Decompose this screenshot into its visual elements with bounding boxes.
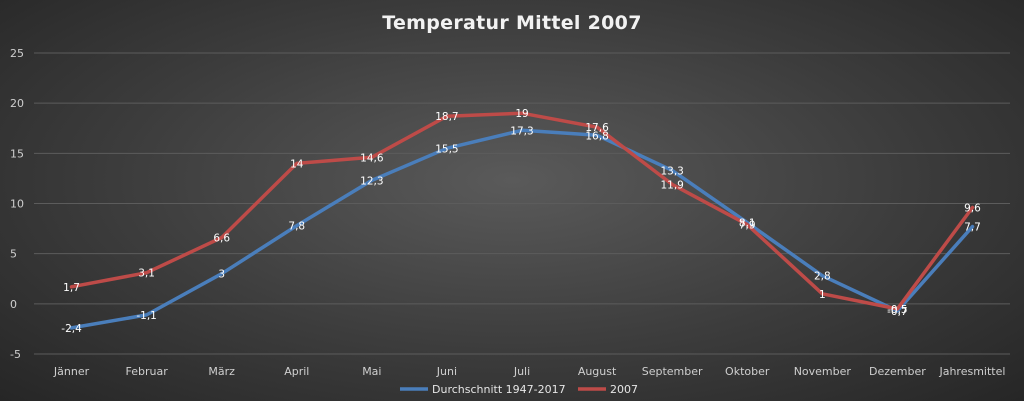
data-label: 18,7 xyxy=(435,111,458,123)
data-label: 3 xyxy=(218,269,225,281)
x-tick-label: Februar xyxy=(125,365,168,378)
data-label: 2,8 xyxy=(814,271,831,283)
y-tick-label: 20 xyxy=(10,97,24,110)
data-label: -0,5 xyxy=(887,304,908,316)
data-label: -2,4 xyxy=(61,323,82,335)
x-tick-label: Juni xyxy=(436,365,457,378)
x-tick-label: August xyxy=(578,365,617,378)
x-tick-label: Juli xyxy=(513,365,530,378)
x-tick-label: Dezember xyxy=(869,365,926,378)
data-label: 1,7 xyxy=(63,282,80,294)
x-tick-label: Jahresmittel xyxy=(938,365,1005,378)
data-label: 17,3 xyxy=(510,125,533,137)
y-tick-label: -5 xyxy=(10,348,21,361)
series-line-durchschnitt xyxy=(69,128,975,330)
y-tick-label: 10 xyxy=(10,198,24,211)
data-label: 6,6 xyxy=(213,233,230,245)
data-label: 16,8 xyxy=(585,130,608,142)
legend-label: Durchschnitt 1947-2017 xyxy=(432,383,566,396)
x-tick-label: November xyxy=(794,365,852,378)
y-tick-label: 15 xyxy=(10,147,24,160)
x-tick-label: Oktober xyxy=(725,365,770,378)
data-label: 3,1 xyxy=(138,268,155,280)
y-tick-label: 5 xyxy=(10,248,17,261)
data-label: 14,6 xyxy=(360,152,384,164)
data-label: -1,1 xyxy=(136,310,157,322)
data-label: 12,3 xyxy=(360,175,383,187)
data-label: 7,8 xyxy=(288,221,305,233)
data-label: 1 xyxy=(819,289,826,301)
x-tick-label: Mai xyxy=(362,365,381,378)
x-tick-label: Jänner xyxy=(53,365,90,378)
x-tick-label: April xyxy=(284,365,309,378)
data-label: 9,6 xyxy=(964,203,981,215)
data-label: 11,9 xyxy=(660,179,683,191)
data-label: 19 xyxy=(515,108,528,120)
data-label: 13,3 xyxy=(660,165,683,177)
data-label: -0,7 xyxy=(887,306,908,318)
y-tick-label: 0 xyxy=(10,298,17,311)
data-label: 14 xyxy=(290,158,304,170)
data-label: 7,7 xyxy=(964,222,981,234)
data-label: 7,9 xyxy=(739,220,756,232)
data-label: 15,5 xyxy=(435,143,458,155)
x-tick-label: März xyxy=(208,365,235,378)
legend-label: 2007 xyxy=(610,383,638,396)
series-line-2007 xyxy=(69,111,975,311)
y-tick-label: 25 xyxy=(10,47,24,60)
data-label: 8,1 xyxy=(739,218,756,230)
x-tick-label: September xyxy=(642,365,703,378)
chart-title: Temperatur Mittel 2007 xyxy=(382,12,642,34)
data-label: 17,6 xyxy=(585,122,609,134)
